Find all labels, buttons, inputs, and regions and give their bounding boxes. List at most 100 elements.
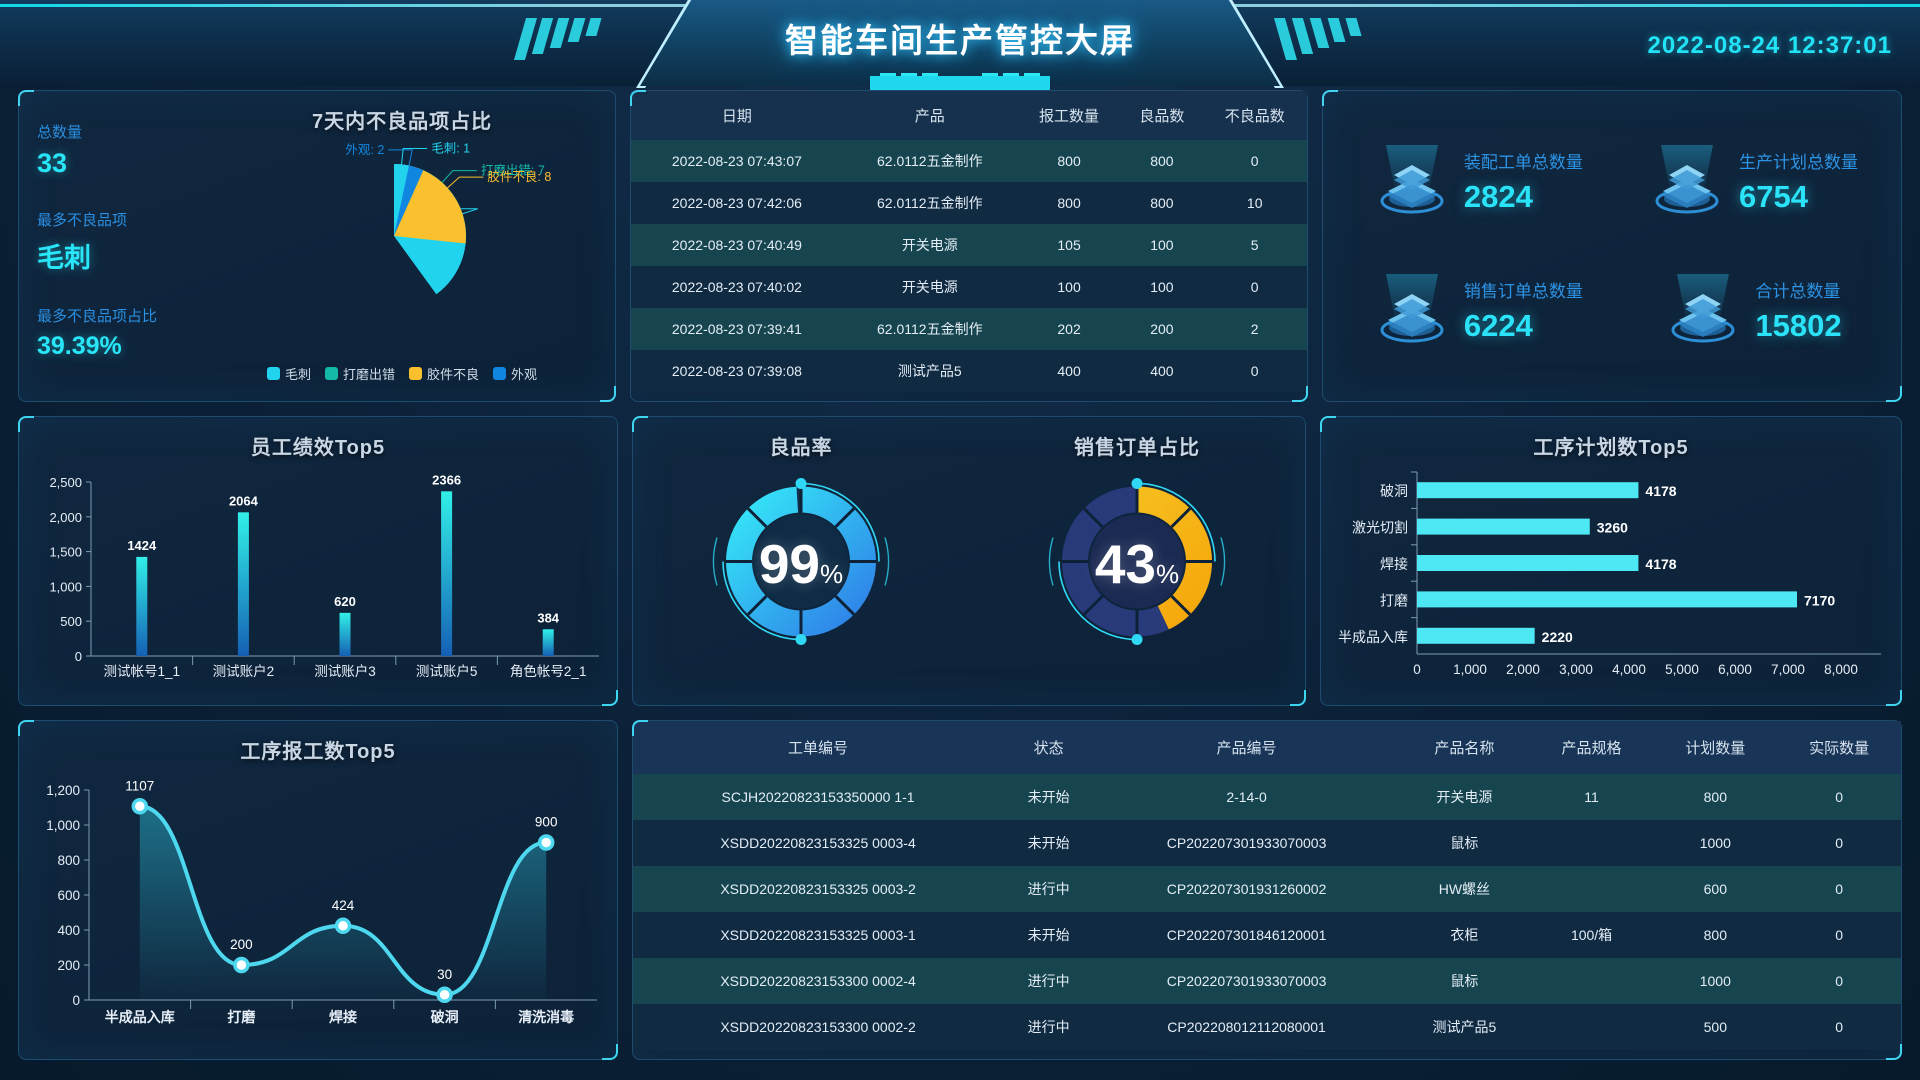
top-defect-ratio-value: 39.39% xyxy=(37,332,122,360)
svg-text:8,000: 8,000 xyxy=(1824,662,1858,677)
gauge-value: 99% xyxy=(758,533,844,595)
table-row[interactable]: XSDD20220823153325 0003-1 未开始 CP2022073018… xyxy=(633,912,1901,958)
dashboard-header: 智能车间生产管控大屏 2022-08-24 12:37:01 xyxy=(0,0,1920,94)
svg-text:半成品入库: 半成品入库 xyxy=(1338,629,1408,645)
gauge-title: 销售订单占比 xyxy=(1074,437,1200,459)
svg-text:7170: 7170 xyxy=(1804,592,1835,608)
table-row[interactable]: 2022-08-23 07:40:49 开关电源 105 100 5 xyxy=(631,224,1307,266)
legend-item[interactable]: 外观 xyxy=(493,364,537,383)
svg-text:角色帐号2_1: 角色帐号2_1 xyxy=(510,663,587,679)
table-cell xyxy=(1530,1004,1654,1050)
svg-text:2,000: 2,000 xyxy=(49,510,82,525)
table-cell: 100 xyxy=(1057,279,1081,295)
table-cell xyxy=(1530,958,1654,1004)
kpi-card[interactable]: 生产计划总数量 6754 xyxy=(1612,117,1887,246)
table-row[interactable]: 2022-08-23 07:39:41 62.0112五金制作 202 200 2 xyxy=(631,308,1307,350)
legend-item[interactable]: 胶件不良 xyxy=(409,364,479,383)
process-report-line-chart: 0 200 400 600 800 1,000 1,200 1107 半成品入库 200 打磨 424… xyxy=(46,778,597,1025)
kpi-card[interactable]: 装配工单总数量 2824 xyxy=(1337,117,1612,246)
process-plan-chart-box: 4178 破洞 3260 激光切割 4178 焊接 7170 打磨 2220 半成品入库 0 1,00… xyxy=(1321,460,1901,704)
svg-text:400: 400 xyxy=(57,923,80,938)
svg-text:2220: 2220 xyxy=(1542,629,1573,645)
stack-icon xyxy=(1655,144,1719,213)
table-cell: 未开始 xyxy=(1027,789,1070,805)
kpi-text: 生产计划总数量 6754 xyxy=(1739,148,1858,215)
header-stripes-left-icon xyxy=(513,18,640,60)
legend-swatch-icon xyxy=(325,367,339,380)
kpi-label: 合计总数量 xyxy=(1755,282,1841,301)
dashboard-row-1: 总数量 33 最多不良品项 毛刺 最多不良品项占比 39.39% 7天内不良品项… xyxy=(18,90,1903,402)
dashboard-row-2: 员工绩效Top5 0 500 1,000 1,500 2,000 2,500 1424 测试帐… xyxy=(18,416,1902,706)
employee-bar-chart: 0 500 1,000 1,500 2,000 2,500 1424 测试帐号1_1 2064 测… xyxy=(49,472,599,679)
table-row[interactable]: XSDD20220823153300 0002-4 进行中 CP2022073019… xyxy=(633,958,1901,1004)
table-cell: 0 xyxy=(1835,927,1843,943)
svg-text:200: 200 xyxy=(230,937,253,952)
table-row[interactable]: SCJH20220823153350000 1-1 未开始 2-14-0 开关电源 11… xyxy=(633,774,1901,820)
gauge-title: 良品率 xyxy=(769,437,833,459)
table-cell: CP202207301846120001 xyxy=(1166,927,1327,943)
svg-text:800: 800 xyxy=(57,853,80,868)
legend-label: 打磨出错 xyxy=(343,367,396,382)
top-defect-value: 毛刺 xyxy=(37,243,91,273)
table-cell: 0 xyxy=(1250,279,1259,295)
svg-text:毛刺: 1: 毛刺: 1 xyxy=(431,141,470,155)
svg-text:30: 30 xyxy=(437,967,452,982)
table-cell: XSDD20220823153325 0003-1 xyxy=(720,927,916,943)
table-cell: 2022-08-23 07:43:07 xyxy=(671,153,802,169)
svg-text:1424: 1424 xyxy=(127,538,157,553)
table-cell: 0 xyxy=(1835,1019,1843,1035)
svg-text:500: 500 xyxy=(60,614,82,629)
header-center-tab xyxy=(870,76,1050,94)
svg-text:900: 900 xyxy=(535,815,558,830)
kpi-card[interactable]: 合计总数量 15802 xyxy=(1612,246,1887,375)
svg-text:清洗消毒: 清洗消毒 xyxy=(518,1009,574,1025)
kpi-value: 6224 xyxy=(1463,308,1533,343)
table-row[interactable]: 2022-08-23 07:43:07 62.0112五金制作 800 800 0 xyxy=(631,140,1307,182)
table-header-row: 日期 产品 报工数量 良品数 不良品数 xyxy=(631,91,1307,140)
table-cell: 进行中 xyxy=(1027,1019,1070,1035)
top-defect-label: 最多不良品项 xyxy=(37,212,128,229)
table-cell: 未开始 xyxy=(1027,835,1070,851)
table-cell: 进行中 xyxy=(1027,973,1070,989)
legend-swatch-icon xyxy=(493,367,507,380)
svg-text:破洞: 破洞 xyxy=(1380,483,1408,499)
table-column-header: 工单编号 xyxy=(633,721,1004,774)
svg-text:焊接: 焊接 xyxy=(329,1009,357,1025)
table-cell: 未开始 xyxy=(1027,927,1070,943)
table-cell: 0 xyxy=(1250,363,1259,379)
svg-text:4178: 4178 xyxy=(1645,556,1676,572)
legend-item[interactable]: 毛刺 xyxy=(267,364,311,383)
table-cell: 1000 xyxy=(1699,973,1731,989)
defect-pie-title: 7天内不良品项占比 xyxy=(311,111,493,133)
kpi-text: 销售订单总数量 6224 xyxy=(1464,277,1583,344)
table-row[interactable]: 2022-08-23 07:42:06 62.0112五金制作 800 800 10 xyxy=(631,182,1307,224)
table-row[interactable]: XSDD20220823153325 0003-2 进行中 CP2022073019… xyxy=(633,866,1901,912)
svg-text:半成品入库: 半成品入库 xyxy=(105,1009,175,1025)
kpi-card[interactable]: 销售订单总数量 6224 xyxy=(1337,246,1612,375)
svg-text:胶件不良: 8: 胶件不良: 8 xyxy=(487,169,551,184)
dashboard-body: 总数量 33 最多不良品项 毛刺 最多不良品项占比 39.39% 7天内不良品项… xyxy=(0,86,1920,1060)
table-cell: 2022-08-23 07:40:49 xyxy=(671,237,802,253)
svg-text:打磨: 打磨 xyxy=(1380,592,1408,608)
table-row[interactable]: 2022-08-23 07:40:02 开关电源 100 100 0 xyxy=(631,266,1307,308)
table-cell: 800 xyxy=(1703,789,1727,805)
svg-text:1,000: 1,000 xyxy=(46,818,80,833)
dashboard-row-3: 工序报工数Top5 0 200 400 600 800 1,000 1,200 1107 半成品… xyxy=(18,720,1902,1060)
table-row[interactable]: XSDD20220823153325 0003-4 未开始 CP2022073019… xyxy=(633,820,1901,866)
legend-label: 外观 xyxy=(511,367,538,382)
table-row[interactable]: 2022-08-23 07:39:08 测试产品5 400 400 0 xyxy=(631,350,1307,392)
legend-item[interactable]: 打磨出错 xyxy=(325,364,395,383)
header-stripes-right-icon xyxy=(1273,18,1400,60)
production-report-panel: 日期 产品 报工数量 良品数 不良品数 2022-08-23 07:43:07 62.01… xyxy=(630,90,1308,402)
page-title: 智能车间生产管控大屏 xyxy=(785,22,1135,59)
total-qty-label: 总数量 xyxy=(37,124,83,141)
process-report-panel: 工序报工数Top5 0 200 400 600 800 1,000 1,200 1107 半成品… xyxy=(18,720,618,1060)
kpi-label: 销售订单总数量 xyxy=(1463,282,1583,301)
kpi-text: 合计总数量 15802 xyxy=(1755,277,1841,344)
svg-text:2366: 2366 xyxy=(432,472,461,487)
total-qty-value: 33 xyxy=(37,148,68,178)
defect-stats: 总数量 33 最多不良品项 毛刺 最多不良品项占比 39.39% xyxy=(19,91,189,401)
table-row[interactable]: XSDD20220823153300 0002-2 进行中 CP2022080121… xyxy=(633,1004,1901,1050)
table-column-header: 产品 xyxy=(842,91,1017,140)
table-cell xyxy=(1530,866,1654,912)
